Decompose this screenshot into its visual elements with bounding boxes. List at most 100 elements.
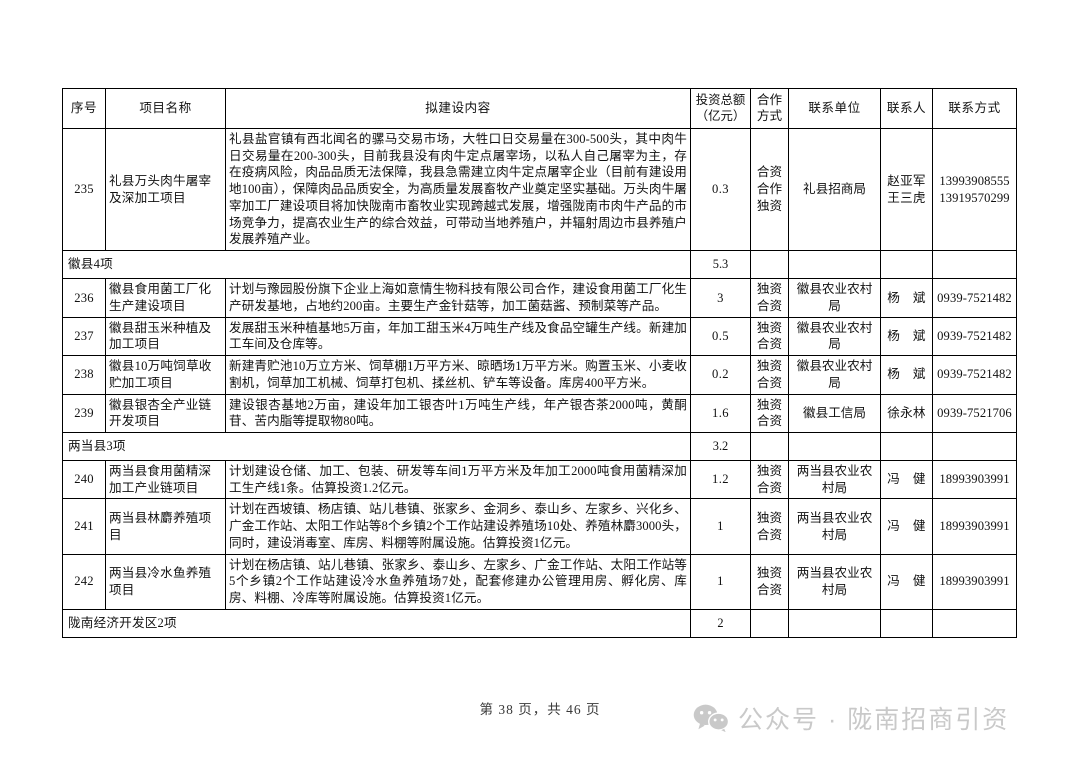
- row-contact-unit: 礼县招商局: [788, 127, 881, 252]
- section-mode-blank: [750, 432, 789, 462]
- contact-phone-line: 13919570299: [939, 190, 1010, 205]
- watermark-label: 公众号 · 陇南招商引资: [738, 706, 1010, 734]
- row-contact-phone: 0939-7521482: [932, 355, 1017, 395]
- cooperation-mode-line: 合资: [756, 337, 783, 352]
- row-contact-person: 杨 斌: [880, 316, 933, 357]
- row-project-content: 计划在杨店镇、站儿巷镇、张家乡、泰山乡、左家乡、广金工作站、太阳工作站等5个乡镇…: [225, 553, 691, 610]
- table-row: 238 徽县10万吨饲草收贮加工项目 新建青贮池10万立方米、饲草棚1万平方米、晾晒…: [62, 355, 1017, 395]
- contact-person-line: 徐永林: [887, 405, 926, 420]
- row-project-content: 新建青贮池10万立方米、饲草棚1万平方米、晾晒场1万平方米。购置玉米、小麦收割机…: [225, 355, 691, 395]
- row-contact-unit: 徽县农业农村局: [788, 355, 881, 395]
- mode-header-line2: 方式: [756, 108, 783, 123]
- row-contact-unit: 徽县农业农村局: [788, 316, 881, 357]
- column-header-contact-phone: 联系方式: [932, 88, 1017, 129]
- row-project-name: 礼县万头肉牛屠宰及深加工项目: [105, 127, 226, 252]
- row-contact-person: 冯 健: [880, 460, 933, 500]
- table-row: 237 徽县甜玉米种植及加工项目 发展甜玉米种植基地5万亩，年加工甜玉米4万吨生产线…: [62, 316, 1017, 357]
- contact-phone-line: 13993908555: [939, 173, 1010, 188]
- contact-person-line: 冯 健: [887, 472, 926, 487]
- cooperation-mode-line: 合资: [756, 414, 783, 429]
- table-row: 241 两当县林麝养殖项目 计划在西坡镇、杨店镇、站儿巷镇、张家乡、金洞乡、泰山乡、…: [62, 498, 1017, 555]
- table-row: 242 两当县冷水鱼养殖项目 计划在杨店镇、站儿巷镇、张家乡、泰山乡、左家乡、广金工…: [62, 553, 1017, 610]
- section-unit-blank: [788, 432, 881, 462]
- cooperation-mode-line: 独资: [756, 320, 783, 335]
- table-row: 235 礼县万头肉牛屠宰及深加工项目 礼县盐官镇有西北闻名的骡马交易市场，大牲口日交…: [62, 127, 1017, 252]
- row-investment-amount: 1: [690, 498, 751, 555]
- cooperation-mode-line: 合资: [756, 165, 783, 180]
- row-project-name: 两当县林麝养殖项目: [105, 498, 226, 555]
- project-table-wrapper: 序号 项目名称 拟建设内容 投资总额 （亿元） 合作 方式 联系单位 联系人 联…: [62, 88, 1017, 638]
- section-unit-blank: [788, 608, 881, 638]
- section-person-blank: [880, 432, 933, 462]
- row-contact-phone: 0939-7521482: [932, 316, 1017, 357]
- row-project-name: 徽县银杏全产业链开发项目: [105, 393, 226, 434]
- row-contact-person: 赵亚军 王三虎: [880, 127, 933, 252]
- amount-header-line2: （亿元）: [695, 108, 746, 123]
- row-cooperation-mode: 合资 合作 独资: [750, 127, 789, 252]
- row-serial-number: 240: [62, 460, 106, 500]
- cooperation-mode-line: 独资: [756, 566, 783, 581]
- contact-person-line: 杨 斌: [887, 328, 926, 343]
- cooperation-mode-line: 合作: [756, 182, 783, 197]
- row-contact-phone: 18993903991: [932, 553, 1017, 610]
- cooperation-mode-line: 独资: [756, 282, 783, 297]
- table-row: 239 徽县银杏全产业链开发项目 建设银杏基地2万亩，建设年加工银杏叶1万吨生产线，…: [62, 393, 1017, 434]
- row-project-content: 计划在西坡镇、杨店镇、站儿巷镇、张家乡、金洞乡、泰山乡、左家乡、兴化乡、广金工作…: [225, 498, 691, 555]
- contact-person-line: 杨 斌: [887, 367, 926, 382]
- contact-person-line: 冯 健: [887, 519, 926, 534]
- row-contact-unit: 徽县工信局: [788, 393, 881, 434]
- section-phone-blank: [932, 250, 1017, 280]
- section-summary-row: 陇南经济开发区2项 2: [62, 608, 1017, 638]
- row-contact-person: 杨 斌: [880, 355, 933, 395]
- amount-header-line1: 投资总额: [695, 93, 746, 108]
- row-project-content: 发展甜玉米种植基地5万亩，年加工甜玉米4万吨生产线及食品空罐生产线。新建加工车间…: [225, 316, 691, 357]
- contact-person-line: 王三虎: [887, 190, 926, 205]
- contact-phone-line: 18993903991: [939, 472, 1010, 487]
- row-project-content: 计划建设仓储、加工、包装、研发等车间1万平方米及年加工2000吨食用菌精深加工生…: [225, 460, 691, 500]
- row-contact-phone: 0939-7521482: [932, 278, 1017, 318]
- row-contact-unit: 徽县农业农村局: [788, 278, 881, 318]
- section-summary-row: 徽县4项 5.3: [62, 250, 1017, 280]
- section-summary-row: 两当县3项 3.2: [62, 432, 1017, 462]
- row-investment-amount: 1.6: [690, 393, 751, 434]
- row-contact-phone: 13993908555 13919570299: [932, 127, 1017, 252]
- section-label: 两当县3项: [62, 432, 691, 462]
- row-cooperation-mode: 独资 合资: [750, 316, 789, 357]
- cooperation-mode-line: 独资: [756, 397, 783, 412]
- contact-person-line: 冯 健: [887, 574, 926, 589]
- table-header: 序号 项目名称 拟建设内容 投资总额 （亿元） 合作 方式 联系单位 联系人 联…: [62, 88, 1017, 129]
- row-cooperation-mode: 独资 合资: [750, 355, 789, 395]
- row-serial-number: 236: [62, 278, 106, 318]
- row-contact-unit: 两当县农业农村局: [788, 498, 881, 555]
- row-serial-number: 235: [62, 127, 106, 252]
- table-body: 235 礼县万头肉牛屠宰及深加工项目 礼县盐官镇有西北闻名的骡马交易市场，大牲口日交…: [62, 127, 1017, 638]
- column-header-contact-unit: 联系单位: [788, 88, 881, 129]
- section-person-blank: [880, 250, 933, 280]
- section-mode-blank: [750, 250, 789, 280]
- contact-phone-line: 0939-7521482: [937, 328, 1012, 343]
- row-contact-person: 徐永林: [880, 393, 933, 434]
- row-contact-person: 冯 健: [880, 553, 933, 610]
- mode-header-line1: 合作: [756, 93, 783, 108]
- column-header-no: 序号: [62, 88, 106, 129]
- section-label: 陇南经济开发区2项: [62, 608, 691, 638]
- row-contact-phone: 18993903991: [932, 498, 1017, 555]
- section-unit-blank: [788, 250, 881, 280]
- row-investment-amount: 3: [690, 278, 751, 318]
- section-total-amount: 3.2: [690, 432, 751, 462]
- cooperation-mode-line: 独资: [756, 359, 783, 374]
- row-investment-amount: 0.5: [690, 316, 751, 357]
- cooperation-mode-line: 独资: [756, 464, 783, 479]
- column-header-contact-person: 联系人: [880, 88, 933, 129]
- row-serial-number: 239: [62, 393, 106, 434]
- row-contact-person: 冯 健: [880, 498, 933, 555]
- row-project-name: 徽县食用菌工厂化生产建设项目: [105, 278, 226, 318]
- row-project-content: 计划与豫园股份旗下企业上海如意情生物科技有限公司合作，建设食用菌工厂化生产研发基…: [225, 278, 691, 318]
- section-mode-blank: [750, 608, 789, 638]
- row-serial-number: 242: [62, 553, 106, 610]
- contact-phone-line: 0939-7521706: [937, 405, 1012, 420]
- row-cooperation-mode: 独资 合资: [750, 553, 789, 610]
- table-header-row: 序号 项目名称 拟建设内容 投资总额 （亿元） 合作 方式 联系单位 联系人 联…: [62, 88, 1017, 129]
- row-serial-number: 241: [62, 498, 106, 555]
- contact-person-line: 赵亚军: [887, 173, 926, 188]
